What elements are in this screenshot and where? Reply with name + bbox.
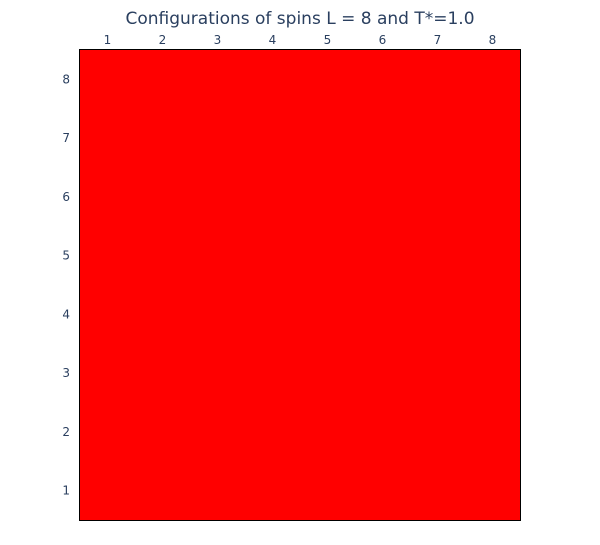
heatmap-cell [300, 108, 356, 168]
heatmap-cell [190, 285, 246, 345]
x-tick-label: 8 [489, 33, 497, 47]
x-tick-label: 7 [434, 33, 442, 47]
heatmap-cell [300, 461, 356, 521]
heatmap-cell [465, 167, 521, 227]
x-tick-label: 4 [269, 33, 277, 47]
heatmap-cell [410, 343, 466, 403]
heatmap-cell [410, 108, 466, 168]
y-tick-label: 8 [62, 72, 70, 86]
heatmap-cell [190, 461, 246, 521]
y-axis-ticks: 1 2 3 4 5 6 7 8 [62, 72, 70, 497]
x-tick-label: 3 [214, 33, 222, 47]
heatmap-cell [300, 167, 356, 227]
heatmap-cell [80, 50, 136, 110]
heatmap-cell [355, 285, 411, 345]
heatmap-cell [410, 402, 466, 462]
heatmap-cell [190, 226, 246, 286]
y-tick-label: 1 [62, 484, 70, 498]
heatmap-cell [245, 50, 301, 110]
heatmap-cell [80, 226, 136, 286]
heatmap-cell [190, 50, 246, 110]
plot-border [79, 49, 521, 521]
heatmap-cell [465, 402, 521, 462]
heatmap-cell [245, 108, 301, 168]
heatmap-cell [355, 343, 411, 403]
heatmap-cell [355, 167, 411, 227]
y-tick-label: 2 [62, 425, 70, 439]
heatmap-cell [410, 167, 466, 227]
heatmap-cell [135, 461, 191, 521]
y-tick-label: 6 [62, 190, 70, 204]
heatmap-cell [245, 402, 301, 462]
x-axis-ticks: 1 2 3 4 5 6 7 8 [104, 33, 497, 47]
heatmap-cell [300, 285, 356, 345]
heatmap-cell [465, 108, 521, 168]
heatmap-cell [465, 50, 521, 110]
heatmap-cells [80, 50, 521, 521]
heatmap-cell [135, 167, 191, 227]
heatmap-cell [190, 167, 246, 227]
heatmap-cell [300, 343, 356, 403]
heatmap-cell [135, 226, 191, 286]
heatmap-cell [465, 343, 521, 403]
heatmap-cell [135, 108, 191, 168]
heatmap-cell [80, 167, 136, 227]
heatmap-cell [465, 461, 521, 521]
x-tick-label: 2 [159, 33, 167, 47]
heatmap-cell [465, 285, 521, 345]
heatmap-cell [135, 343, 191, 403]
heatmap-cell [355, 108, 411, 168]
heatmap-cell [355, 402, 411, 462]
heatmap-cell [410, 50, 466, 110]
y-tick-label: 5 [62, 249, 70, 263]
heatmap-cell [245, 461, 301, 521]
heatmap-cell [245, 226, 301, 286]
heatmap-cell [80, 108, 136, 168]
heatmap-cell [410, 461, 466, 521]
heatmap-cell [245, 285, 301, 345]
x-tick-label: 1 [104, 33, 112, 47]
heatmap-cell [80, 402, 136, 462]
heatmap-cell [410, 226, 466, 286]
x-tick-label: 6 [379, 33, 387, 47]
heatmap-cell [80, 343, 136, 403]
heatmap-cell [300, 226, 356, 286]
heatmap-cell [190, 343, 246, 403]
y-tick-label: 7 [62, 131, 70, 145]
chart-title: Configurations of spins L = 8 and T*=1.0 [125, 9, 474, 29]
heatmap-cell [80, 461, 136, 521]
heatmap-cell [135, 402, 191, 462]
y-tick-label: 4 [62, 307, 70, 321]
heatmap-cell [190, 402, 246, 462]
heatmap-cell [245, 343, 301, 403]
heatmap-cell [355, 226, 411, 286]
heatmap-cell [135, 285, 191, 345]
heatmap-cell [190, 108, 246, 168]
heatmap-cell [80, 285, 136, 345]
heatmap-cell [410, 285, 466, 345]
heatmap-cell [245, 167, 301, 227]
x-tick-label: 5 [324, 33, 332, 47]
heatmap-cell [135, 50, 191, 110]
heatmap-cell [355, 461, 411, 521]
heatmap-cell [300, 50, 356, 110]
y-tick-label: 3 [62, 366, 70, 380]
heatmap-cell [465, 226, 521, 286]
heatmap-cell [355, 50, 411, 110]
heatmap-cell [300, 402, 356, 462]
